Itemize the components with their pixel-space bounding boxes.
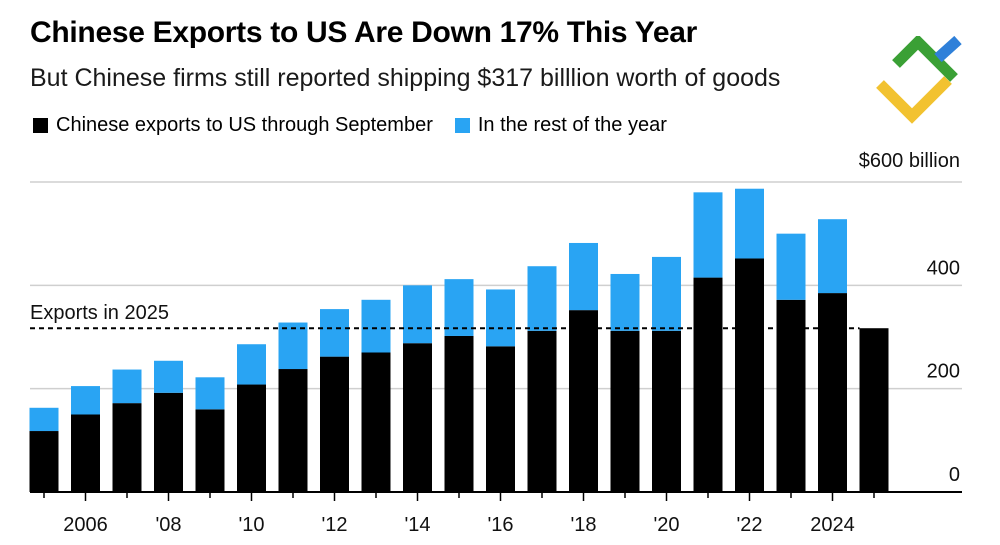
bar-through-september: [320, 356, 349, 492]
bar-rest-of-year: [693, 192, 723, 278]
x-tick-label: '12: [321, 514, 347, 536]
legend-item-through-september: Chinese exports to US through September: [33, 114, 433, 137]
bar-through-september: [444, 335, 474, 492]
y-tick-label: 400: [927, 257, 960, 279]
bar-through-september: [486, 346, 515, 492]
bar-rest-of-year: [29, 407, 59, 432]
x-tick-label: '22: [736, 514, 762, 536]
x-tick-label: '14: [404, 514, 430, 536]
bar-rest-of-year: [569, 242, 598, 311]
bar-through-september: [237, 384, 266, 492]
bar-through-september: [610, 330, 640, 492]
legend-swatch-black: [33, 118, 48, 133]
x-tick-label: '16: [487, 514, 513, 536]
x-tick-label: '10: [238, 514, 264, 536]
x-tick-label: 2024: [810, 514, 855, 536]
bar-rest-of-year: [237, 344, 266, 385]
bar-rest-of-year: [444, 279, 474, 336]
bar-through-september: [403, 343, 432, 492]
bar-through-september: [569, 310, 598, 492]
bar-through-september: [735, 258, 764, 492]
bar-rest-of-year: [361, 299, 391, 353]
bar-rest-of-year: [527, 266, 557, 331]
chart-title: Chinese Exports to US Are Down 17% This …: [30, 16, 698, 49]
y-tick-label: $600 billion: [859, 150, 960, 172]
legend-swatch-blue: [454, 118, 470, 133]
bar-through-september: [29, 431, 59, 492]
bar-through-september: [818, 293, 847, 492]
legend-label-through-september: Chinese exports to US through September: [56, 114, 433, 136]
logo-green-chevron: [892, 36, 958, 82]
bar-rest-of-year: [610, 273, 640, 331]
bar-rest-of-year: [154, 360, 183, 393]
bar-rest-of-year: [735, 188, 764, 259]
bar-through-september: [71, 414, 100, 492]
brand-logo-icon: [876, 36, 962, 124]
legend-label-rest-of-year: In the rest of the year: [477, 114, 667, 136]
bar-rest-of-year: [112, 369, 142, 404]
bar-through-september: [154, 392, 183, 492]
x-tick-label: 2006: [63, 514, 108, 536]
bar-through-september: [859, 328, 889, 492]
bar-through-september: [776, 299, 806, 492]
bar-through-september: [361, 352, 391, 492]
reference-line-label: Exports in 2025: [30, 302, 169, 324]
bar-through-september: [112, 403, 142, 492]
bar-rest-of-year: [818, 219, 847, 294]
x-tick-label: '08: [155, 514, 181, 536]
bar-rest-of-year: [320, 309, 349, 357]
bar-through-september: [693, 277, 723, 492]
y-tick-label: 0: [949, 464, 960, 486]
bar-rest-of-year: [278, 322, 308, 370]
legend-item-rest-of-year: In the rest of the year: [454, 114, 667, 137]
x-tick-label: '20: [653, 514, 679, 536]
logo-yellow-chevron: [876, 76, 952, 124]
bar-rest-of-year: [652, 256, 681, 331]
chart-subtitle: But Chinese firms still reported shippin…: [30, 64, 781, 92]
logo-blue-stroke: [934, 36, 962, 63]
bar-through-september: [652, 330, 681, 492]
bar-through-september: [278, 369, 308, 492]
bar-rest-of-year: [195, 377, 225, 410]
bar-through-september: [527, 330, 557, 492]
bar-rest-of-year: [403, 285, 432, 344]
bar-rest-of-year: [486, 289, 515, 347]
y-tick-label: 200: [927, 361, 960, 383]
chart-legend: Chinese exports to US through September …: [33, 114, 689, 137]
bar-rest-of-year: [776, 233, 806, 300]
bar-through-september: [195, 409, 225, 492]
bar-rest-of-year: [71, 386, 100, 415]
x-tick-label: '18: [570, 514, 596, 536]
